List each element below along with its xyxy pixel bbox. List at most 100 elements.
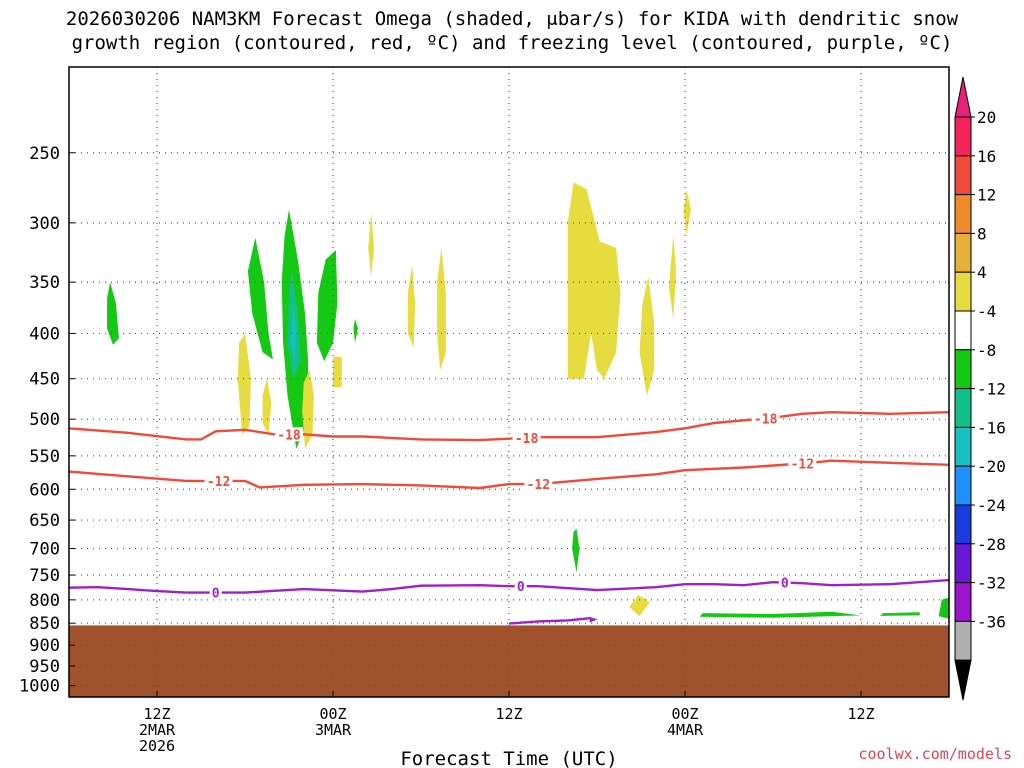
- omega-area: [668, 235, 677, 319]
- x-tick-label: 3MAR: [315, 721, 352, 739]
- plot-frame: [68, 66, 950, 698]
- colorbar-label: -24: [977, 496, 1006, 515]
- chart-title-line2: growth region (contoured, red, ºC) and f…: [71, 32, 953, 54]
- y-tick-label: 450: [29, 370, 60, 390]
- omega-area: [353, 318, 358, 343]
- omega-area: [333, 356, 342, 388]
- grid-lines: [69, 67, 949, 697]
- colorbar-label: -28: [977, 535, 1006, 554]
- contour-label-bg: [204, 473, 233, 488]
- contour-line: [68, 578, 950, 594]
- x-tick-label: 00Z: [319, 705, 346, 723]
- colorbar-swatch: [954, 194, 972, 234]
- colorbar-label: -4: [977, 302, 996, 321]
- x-tick-label: 12Z: [847, 705, 874, 723]
- y-tick-label: 550: [29, 447, 60, 467]
- colorbar-label: -32: [977, 574, 1006, 593]
- colorbar-swatch: [954, 504, 972, 545]
- contour-label-bg: [275, 427, 303, 442]
- omega-area: [316, 250, 338, 362]
- y-tick-label: 750: [29, 566, 60, 586]
- contour-label-bg: [209, 585, 222, 600]
- omega-area: [262, 378, 272, 435]
- y-tick-label: 800: [29, 591, 60, 611]
- colorbar-label: -20: [977, 457, 1006, 476]
- colorbar-swatch: [954, 465, 972, 506]
- credit-text: coolwx.com/models: [858, 745, 1012, 763]
- x-tick-label: 00Z: [671, 705, 698, 723]
- y-tick-label: 850: [29, 614, 60, 634]
- omega-area: [437, 247, 446, 371]
- colorbar-swatch: [954, 582, 972, 622]
- contour-label: 0: [517, 580, 525, 595]
- y-tick-label: 300: [29, 214, 60, 234]
- contours: -18 -18 -18 -12 -12 -12 0 0 0: [68, 410, 950, 625]
- contour-label: 0: [212, 587, 220, 602]
- colorbar-swatch: [954, 426, 972, 467]
- omega-area: [107, 282, 119, 345]
- y-tick-label: 350: [29, 273, 60, 293]
- colorbar-top-arrow: [954, 76, 972, 118]
- colorbar-label: 8: [977, 224, 987, 243]
- omega-area: [237, 333, 251, 435]
- x-tick-label: 4MAR: [667, 721, 704, 739]
- omega-area: [938, 597, 949, 619]
- contour-label: -18: [754, 412, 778, 427]
- y-axis: 2503003504004505005506006507007508008509…: [19, 144, 75, 697]
- x-axis-label: Forecast Time (UTC): [400, 748, 617, 768]
- colorbar-swatch: [954, 310, 972, 351]
- y-tick-label: 250: [29, 144, 60, 164]
- contour-label: -18: [277, 428, 301, 443]
- y-tick-label: 650: [29, 511, 60, 531]
- colorbar-label: 16: [977, 147, 996, 166]
- y-tick-label: 1000: [19, 677, 60, 697]
- colorbar-label: -36: [977, 612, 1006, 631]
- contour-label-bg: [512, 430, 541, 445]
- contour-label-bg: [514, 579, 527, 594]
- y-tick-label: 900: [29, 636, 60, 656]
- contour-label-bg: [524, 477, 553, 492]
- colorbar-swatch: [954, 543, 972, 584]
- colorbar-swatch: [954, 155, 972, 196]
- y-tick-label: 950: [29, 657, 60, 677]
- contour-line: [508, 616, 598, 625]
- contour-label: -12: [791, 457, 814, 472]
- omega-shading: [107, 182, 949, 619]
- omega-area: [699, 611, 861, 618]
- contour-label-bg: [778, 575, 791, 590]
- omega-area: [639, 276, 655, 396]
- colorbar-label: -16: [977, 418, 1006, 437]
- omega-area: [368, 212, 375, 277]
- y-tick-label: 500: [29, 410, 60, 430]
- colorbar: 20 16 12 8 4 -4 -8 -12 -16 -20 -24 -28 -32 -36: [954, 76, 1006, 701]
- y-tick-label: 400: [29, 324, 60, 344]
- contour-label: -18: [515, 432, 539, 447]
- colorbar-label: 4: [977, 263, 987, 282]
- colorbar-swatch: [954, 232, 972, 273]
- colorbar-swatch: [954, 116, 972, 157]
- omega-area: [247, 237, 273, 360]
- colorbar-bottom-arrow: [954, 659, 972, 701]
- colorbar-swatch: [954, 349, 972, 390]
- omega-area: [302, 370, 314, 449]
- contour-label-bg: [788, 456, 817, 471]
- omega-area: [880, 612, 920, 616]
- omega-area: [290, 308, 297, 362]
- y-tick-label: 600: [29, 480, 60, 500]
- chart-title-line1: 2026030206 NAM3KM Forecast Omega (shaded…: [65, 8, 959, 30]
- omega-area: [567, 182, 621, 379]
- colorbar-label: 12: [977, 186, 996, 205]
- x-tick-label: 2026: [139, 737, 175, 755]
- contour-line: [68, 459, 950, 490]
- colorbar-swatch: [954, 620, 972, 661]
- contour-label-bg: [751, 411, 780, 426]
- omega-area: [683, 189, 691, 236]
- colorbar-label: -12: [977, 380, 1006, 399]
- omega-area: [629, 595, 650, 617]
- x-tick-label: 12Z: [495, 705, 522, 723]
- omega-area: [407, 265, 416, 348]
- x-tick-label: 2MAR: [139, 721, 176, 739]
- colorbar-label: -8: [977, 341, 996, 360]
